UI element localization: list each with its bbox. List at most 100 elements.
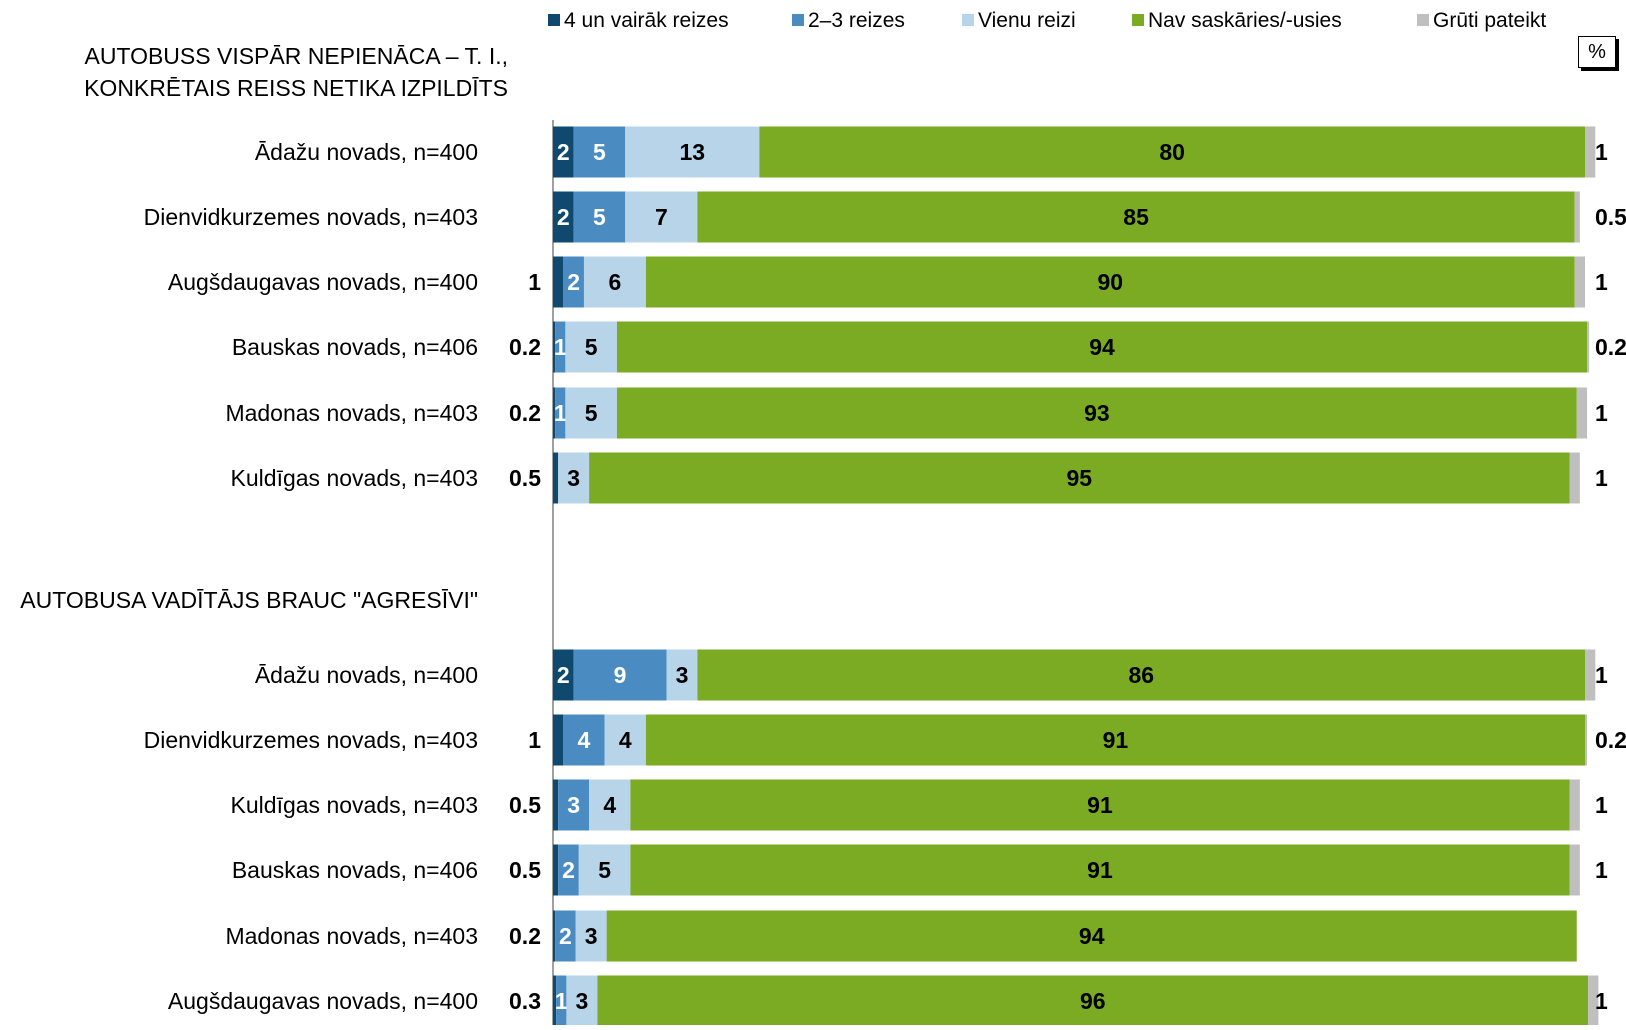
bar-segment-4 xyxy=(630,844,1570,896)
bar-segment-1 xyxy=(553,975,557,1027)
legend-label-2: 2–3 reizes xyxy=(808,9,905,32)
bar-segment-2 xyxy=(555,910,576,962)
bar-segment-5 xyxy=(1569,779,1580,831)
data-label: 1 xyxy=(1595,465,1608,491)
data-label: 85 xyxy=(1123,204,1149,230)
data-label: 1 xyxy=(1595,857,1608,883)
bar-segment-4 xyxy=(759,126,1585,178)
panel-1: AUTOBUSS VISPĀR NEPIENĀCA – T. I., KONKRĒ… xyxy=(84,43,1626,504)
bar-segment-1 xyxy=(553,126,574,178)
data-label: 5 xyxy=(585,400,598,426)
bar-segment-3 xyxy=(625,191,698,243)
legend-swatch-1 xyxy=(548,14,560,26)
percent-unit-badge: % xyxy=(1578,36,1616,68)
data-label: 3 xyxy=(676,662,689,688)
data-label: 3 xyxy=(575,988,588,1014)
data-label: 3 xyxy=(585,923,598,949)
category-label: Dienvidkurzemes novads, n=403 xyxy=(144,727,478,753)
data-label: 4 xyxy=(603,792,616,818)
data-label: 0.5 xyxy=(509,465,541,491)
bar-segment-3 xyxy=(566,975,598,1027)
data-label: 3 xyxy=(567,792,580,818)
data-label: 0.2 xyxy=(509,334,541,360)
bar-segment-4 xyxy=(645,256,1575,308)
category-label: Madonas novads, n=403 xyxy=(225,400,478,426)
bar-segment-2 xyxy=(563,256,584,308)
legend-swatch-3 xyxy=(962,14,974,26)
data-label: 1 xyxy=(554,400,567,426)
category-label: Kuldīgas novads, n=403 xyxy=(231,792,478,818)
data-label: 4 xyxy=(578,727,591,753)
data-label: 94 xyxy=(1079,923,1105,949)
bar-segment-5 xyxy=(1569,844,1580,896)
category-label: Kuldīgas novads, n=403 xyxy=(231,465,478,491)
data-label: 91 xyxy=(1087,792,1113,818)
data-label: 1 xyxy=(555,988,568,1014)
panel-1-title-line-1: AUTOBUSS VISPĀR NEPIENĀCA – T. I., xyxy=(84,43,508,69)
data-label: 1 xyxy=(1595,139,1608,165)
data-label: 0.5 xyxy=(509,857,541,883)
data-label: 5 xyxy=(593,139,606,165)
data-label: 1 xyxy=(1595,400,1608,426)
bar-segment-5 xyxy=(1587,321,1590,373)
category-label: Dienvidkurzemes novads, n=403 xyxy=(144,204,478,230)
data-label: 0.5 xyxy=(509,792,541,818)
data-label: 2 xyxy=(557,204,570,230)
bar-segment-2 xyxy=(573,126,626,178)
data-label: 0.2 xyxy=(1595,334,1626,360)
bar-segment-3 xyxy=(565,321,617,373)
legend-label-5: Grūti pateikt xyxy=(1433,9,1546,32)
bar-segment-3 xyxy=(575,910,607,962)
data-label: 2 xyxy=(559,923,572,949)
bar-segment-1 xyxy=(553,452,559,504)
bar-segment-5 xyxy=(1574,256,1585,308)
bar-segment-4 xyxy=(616,387,1577,439)
data-label: 1 xyxy=(1595,662,1608,688)
category-label: Ādažu novads, n=400 xyxy=(255,662,478,688)
bar-segment-4 xyxy=(606,910,1577,962)
bar-segment-3 xyxy=(625,126,760,178)
data-label: 90 xyxy=(1097,269,1123,295)
bar-segment-4 xyxy=(630,779,1570,831)
data-label: 2 xyxy=(557,662,570,688)
legend-swatch-4 xyxy=(1132,14,1144,26)
data-label: 5 xyxy=(598,857,611,883)
data-label: 91 xyxy=(1087,857,1113,883)
data-label: 1 xyxy=(1595,269,1608,295)
bar-segment-3 xyxy=(558,452,590,504)
data-label: 1 xyxy=(528,269,541,295)
bar-segment-1 xyxy=(553,256,564,308)
bar-segment-1 xyxy=(553,321,556,373)
bar-segment-5 xyxy=(1576,387,1588,439)
data-label: 6 xyxy=(609,269,622,295)
bar-segment-1 xyxy=(553,649,574,701)
data-label: 93 xyxy=(1084,400,1110,426)
bar-segment-2 xyxy=(573,649,667,701)
category-label: Madonas novads, n=403 xyxy=(225,923,478,949)
data-label: 1 xyxy=(1595,792,1608,818)
bar-segment-2 xyxy=(555,321,566,373)
data-label: 9 xyxy=(614,662,627,688)
bar-segment-2 xyxy=(573,191,626,243)
bar-segment-2 xyxy=(558,779,590,831)
legend-swatch-5 xyxy=(1417,14,1429,26)
bar-segment-1 xyxy=(553,844,559,896)
bar-segment-2 xyxy=(563,714,605,766)
data-label: 96 xyxy=(1080,988,1106,1014)
data-label: 94 xyxy=(1089,334,1115,360)
bar-segment-2 xyxy=(558,844,579,896)
data-label: 91 xyxy=(1103,727,1129,753)
data-label: 0.5 xyxy=(1595,204,1626,230)
data-label: 2 xyxy=(567,269,580,295)
data-label: 1 xyxy=(554,334,567,360)
bar-segment-2 xyxy=(555,387,566,439)
bar-segment-5 xyxy=(1569,452,1580,504)
bar-segment-4 xyxy=(645,714,1585,766)
bar-segment-4 xyxy=(589,452,1570,504)
bar-segment-1 xyxy=(553,779,559,831)
data-label: 5 xyxy=(585,334,598,360)
bar-segment-3 xyxy=(583,256,646,308)
bar-segment-4 xyxy=(616,321,1588,373)
